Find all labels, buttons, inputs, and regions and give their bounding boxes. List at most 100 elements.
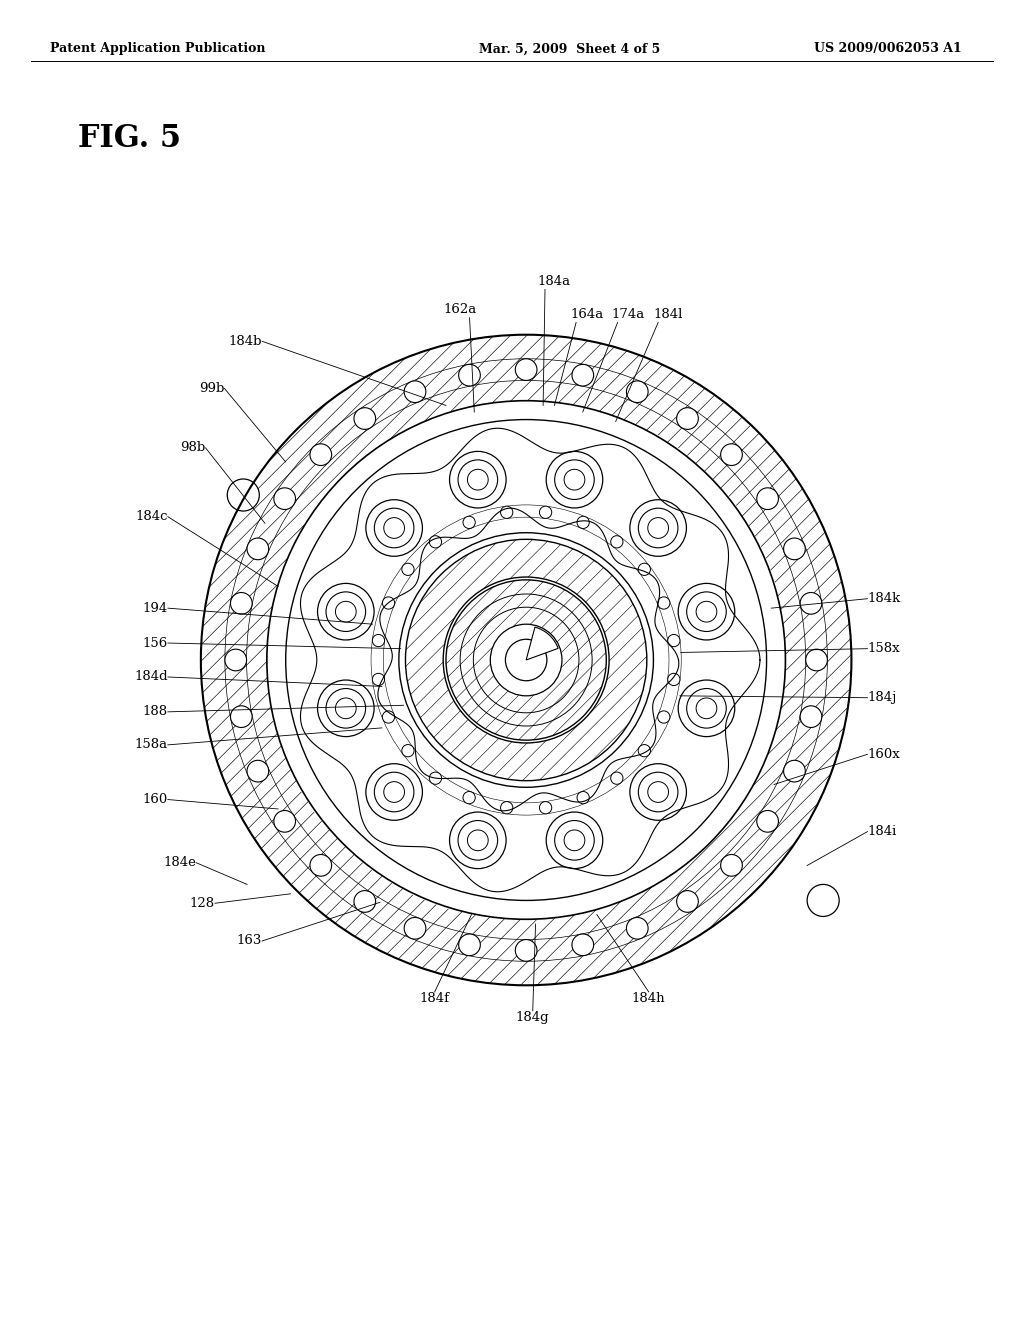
Circle shape bbox=[273, 488, 296, 510]
Circle shape bbox=[506, 639, 547, 681]
Circle shape bbox=[429, 772, 441, 784]
Circle shape bbox=[458, 459, 498, 499]
Circle shape bbox=[443, 577, 609, 743]
Circle shape bbox=[687, 591, 726, 631]
Circle shape bbox=[354, 891, 376, 912]
Circle shape bbox=[627, 381, 648, 403]
Circle shape bbox=[638, 564, 650, 576]
Circle shape bbox=[286, 420, 767, 900]
Circle shape bbox=[515, 359, 537, 380]
Text: Mar. 5, 2009  Sheet 4 of 5: Mar. 5, 2009 Sheet 4 of 5 bbox=[479, 42, 660, 55]
Circle shape bbox=[807, 884, 840, 916]
Circle shape bbox=[546, 812, 603, 869]
Text: 160x: 160x bbox=[867, 748, 900, 760]
Circle shape bbox=[382, 597, 394, 609]
Circle shape bbox=[501, 506, 513, 519]
Circle shape bbox=[406, 540, 647, 780]
Text: 184g: 184g bbox=[516, 1011, 550, 1024]
Circle shape bbox=[800, 706, 822, 727]
Circle shape bbox=[515, 940, 537, 961]
Circle shape bbox=[446, 579, 606, 741]
Circle shape bbox=[317, 583, 374, 640]
Circle shape bbox=[429, 536, 441, 548]
Text: 194: 194 bbox=[142, 602, 168, 615]
Circle shape bbox=[677, 891, 698, 912]
Text: Patent Application Publication: Patent Application Publication bbox=[50, 42, 265, 55]
Text: 162a: 162a bbox=[443, 302, 477, 315]
Text: 184k: 184k bbox=[867, 593, 901, 605]
Text: 164a: 164a bbox=[570, 308, 604, 321]
Circle shape bbox=[540, 801, 552, 814]
Circle shape bbox=[366, 500, 423, 556]
Circle shape bbox=[555, 459, 594, 499]
Circle shape bbox=[317, 680, 374, 737]
Text: 188: 188 bbox=[142, 705, 168, 718]
Circle shape bbox=[459, 935, 480, 956]
Circle shape bbox=[267, 401, 785, 919]
Circle shape bbox=[404, 381, 426, 403]
Circle shape bbox=[310, 444, 332, 466]
Text: 98b: 98b bbox=[180, 441, 206, 454]
Circle shape bbox=[458, 821, 498, 861]
Circle shape bbox=[201, 335, 851, 985]
Circle shape bbox=[373, 673, 385, 685]
Circle shape bbox=[610, 536, 623, 548]
Circle shape bbox=[546, 451, 603, 508]
Text: 184b: 184b bbox=[228, 335, 262, 347]
Text: 184d: 184d bbox=[134, 671, 168, 684]
Circle shape bbox=[638, 508, 678, 548]
Circle shape bbox=[806, 649, 827, 671]
Circle shape bbox=[450, 812, 506, 869]
Text: 184c: 184c bbox=[135, 511, 168, 523]
Text: 184h: 184h bbox=[632, 991, 666, 1005]
Circle shape bbox=[657, 597, 670, 609]
Text: 163: 163 bbox=[237, 935, 262, 948]
Circle shape bbox=[577, 792, 589, 804]
Circle shape bbox=[696, 602, 717, 622]
Circle shape bbox=[490, 624, 562, 696]
Circle shape bbox=[696, 698, 717, 718]
Text: 184f: 184f bbox=[420, 991, 450, 1005]
Circle shape bbox=[501, 801, 513, 814]
Circle shape bbox=[638, 744, 650, 756]
Text: 160: 160 bbox=[142, 793, 168, 807]
Text: 184a: 184a bbox=[538, 275, 571, 288]
Circle shape bbox=[677, 408, 698, 429]
Circle shape bbox=[326, 591, 366, 631]
Circle shape bbox=[800, 593, 822, 614]
Circle shape bbox=[326, 689, 366, 729]
Circle shape bbox=[555, 821, 594, 861]
Circle shape bbox=[648, 517, 669, 539]
Text: 99b: 99b bbox=[199, 381, 224, 395]
Circle shape bbox=[783, 539, 805, 560]
Circle shape bbox=[648, 781, 669, 803]
Circle shape bbox=[627, 917, 648, 939]
Circle shape bbox=[577, 516, 589, 528]
Circle shape bbox=[668, 673, 680, 685]
Circle shape bbox=[373, 635, 385, 647]
Circle shape bbox=[610, 772, 623, 784]
Text: 128: 128 bbox=[189, 896, 215, 909]
Circle shape bbox=[572, 364, 594, 385]
Circle shape bbox=[384, 517, 404, 539]
Circle shape bbox=[230, 706, 252, 727]
Circle shape bbox=[638, 772, 678, 812]
Circle shape bbox=[678, 583, 735, 640]
Circle shape bbox=[572, 935, 594, 956]
Circle shape bbox=[564, 830, 585, 850]
Circle shape bbox=[463, 792, 475, 804]
Circle shape bbox=[630, 500, 686, 556]
Circle shape bbox=[404, 917, 426, 939]
Circle shape bbox=[366, 764, 423, 820]
Circle shape bbox=[401, 744, 414, 756]
Circle shape bbox=[687, 689, 726, 729]
Circle shape bbox=[463, 516, 475, 528]
Circle shape bbox=[375, 508, 414, 548]
Circle shape bbox=[783, 760, 805, 781]
Text: 156: 156 bbox=[142, 636, 168, 649]
Text: 158x: 158x bbox=[867, 643, 900, 655]
Circle shape bbox=[354, 408, 376, 429]
Circle shape bbox=[225, 649, 247, 671]
Text: 184e: 184e bbox=[163, 857, 197, 869]
Circle shape bbox=[247, 539, 268, 560]
